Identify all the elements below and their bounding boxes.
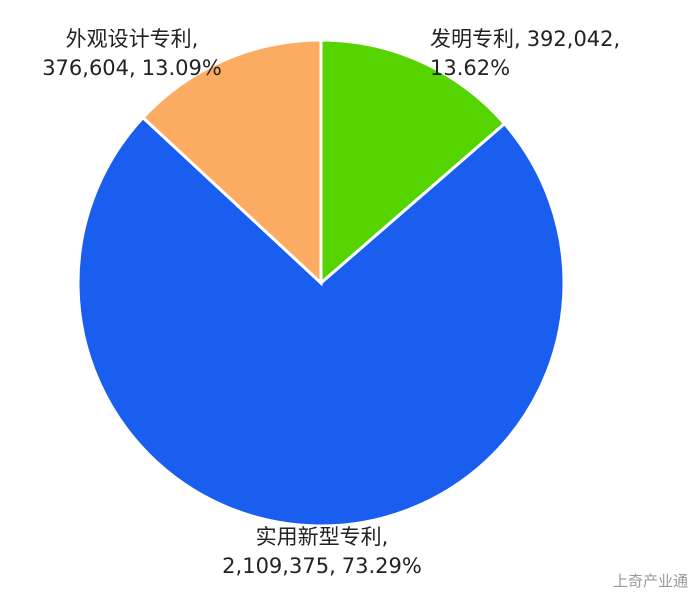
separator: , — [614, 27, 621, 51]
percentage-label: 13.09% — [142, 56, 222, 80]
percentage-label: 73.29% — [342, 554, 422, 578]
separator: , — [382, 525, 389, 549]
slice-label: 发明专利, 392,042, 13.62% — [430, 27, 620, 80]
category-label: 外观设计专利 — [66, 27, 192, 51]
separator: , — [514, 27, 521, 51]
pie — [76, 38, 566, 528]
category-label: 发明专利 — [430, 27, 514, 51]
pie-slice — [140, 38, 323, 287]
separator: , — [129, 56, 136, 80]
separator: , — [192, 27, 199, 51]
labels: 发明专利, 392,042, 13.62%实用新型专利, 2,109,375, 73.2… — [42, 27, 620, 578]
value-label: 392,042 — [527, 27, 614, 51]
category-label: 实用新型专利 — [256, 525, 382, 549]
watermark: 上奇产业通 — [613, 572, 688, 590]
value-label: 376,604 — [42, 56, 129, 80]
pie-slice — [76, 115, 566, 528]
percentage-label: 13.62% — [430, 56, 510, 80]
separator: , — [329, 554, 336, 578]
slice-label: 外观设计专利, 376,604, 13.09% — [42, 27, 222, 80]
pie-slice — [319, 38, 507, 287]
value-label: 2,109,375 — [222, 554, 329, 578]
slice-label: 实用新型专利, 2,109,375, 73.29% — [222, 525, 422, 578]
